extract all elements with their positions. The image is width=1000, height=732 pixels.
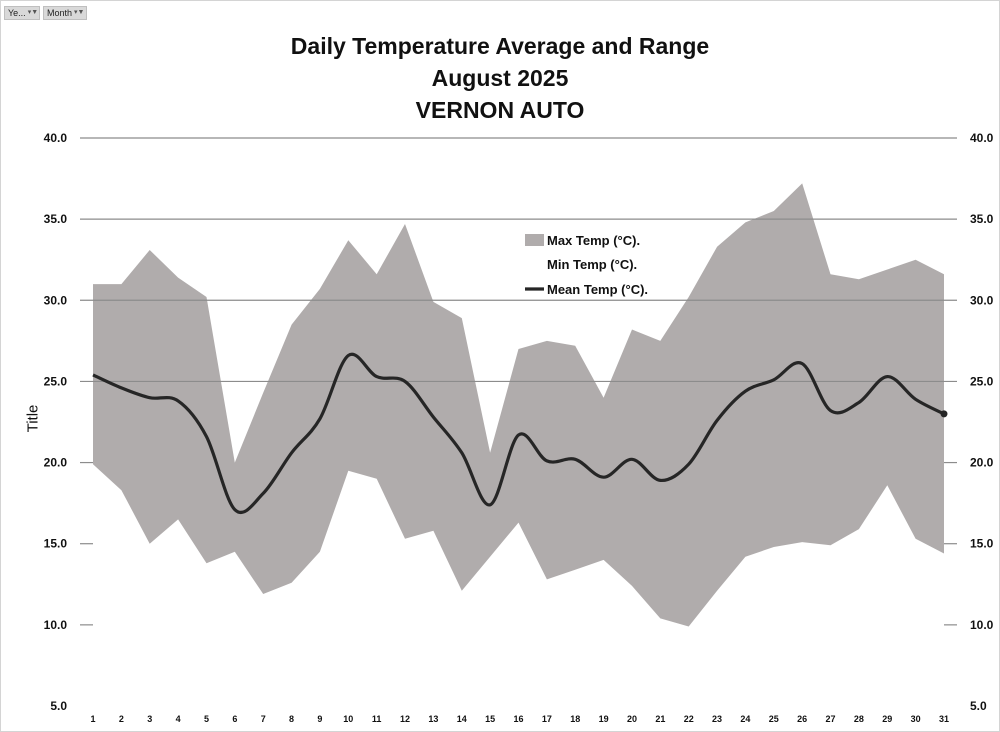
x-tick-label: 25 bbox=[769, 714, 779, 724]
x-tick-label: 8 bbox=[289, 714, 294, 724]
year-filter-button[interactable]: Ye... ▾▼ bbox=[4, 6, 40, 20]
x-tick-label: 29 bbox=[882, 714, 892, 724]
mean-temp-line bbox=[92, 352, 945, 515]
y-tick-label-right: 30.0 bbox=[970, 293, 994, 307]
x-tick-label: 6 bbox=[232, 714, 237, 724]
x-tick-label: 19 bbox=[599, 714, 609, 724]
legend-label-mean: Mean Temp (°C). bbox=[547, 282, 648, 297]
x-tick-label: 11 bbox=[372, 714, 382, 724]
x-tick-label: 9 bbox=[317, 714, 322, 724]
temperature-range-band bbox=[93, 183, 944, 627]
x-tick-label: 16 bbox=[513, 714, 523, 724]
x-tick-label: 2 bbox=[119, 714, 124, 724]
chart-title-line-2: August 2025 bbox=[431, 65, 569, 91]
filter-dropdown-icon: ▾▼ bbox=[27, 9, 39, 16]
y-tick-label-left: 20.0 bbox=[44, 456, 68, 470]
x-tick-label: 24 bbox=[740, 714, 750, 724]
x-tick-label: 31 bbox=[939, 714, 949, 724]
y-tick-label-right: 10.0 bbox=[970, 618, 994, 632]
x-tick-label: 14 bbox=[457, 714, 467, 724]
x-tick-label: 13 bbox=[428, 714, 438, 724]
y-tick-label-right: 40.0 bbox=[970, 131, 994, 145]
x-tick-label: 21 bbox=[655, 714, 665, 724]
y-tick-label-left: 35.0 bbox=[44, 212, 68, 226]
month-filter-label: Month bbox=[47, 8, 73, 18]
x-tick-label: 4 bbox=[176, 714, 181, 724]
mean-temp-end-point bbox=[940, 410, 948, 418]
x-tick-label: 15 bbox=[485, 714, 495, 724]
x-tick-label: 17 bbox=[542, 714, 552, 724]
x-tick-label: 27 bbox=[826, 714, 836, 724]
x-tick-label: 3 bbox=[147, 714, 152, 724]
x-tick-label: 12 bbox=[400, 714, 410, 724]
x-tick-label: 22 bbox=[684, 714, 694, 724]
year-filter-label: Ye... bbox=[8, 8, 26, 18]
chart-title-line-1: Daily Temperature Average and Range bbox=[290, 33, 710, 59]
x-tick-label: 7 bbox=[261, 714, 266, 724]
y-tick-label-right: 35.0 bbox=[970, 212, 994, 226]
x-tick-label: 26 bbox=[797, 714, 807, 724]
y-tick-label-left: 25.0 bbox=[44, 374, 68, 388]
x-tick-label: 20 bbox=[627, 714, 637, 724]
y-tick-label-left: 15.0 bbox=[44, 537, 68, 551]
legend-swatch-max bbox=[525, 234, 544, 246]
y-tick-label-left: 40.0 bbox=[44, 131, 68, 145]
x-tick-label: 5 bbox=[204, 714, 209, 724]
x-tick-label: 18 bbox=[570, 714, 580, 724]
x-tick-label: 28 bbox=[854, 714, 864, 724]
legend-label-min: Min Temp (°C). bbox=[547, 257, 637, 272]
y-tick-label-right: 5.0 bbox=[970, 699, 987, 713]
y-tick-label-left: 30.0 bbox=[44, 293, 68, 307]
y-tick-label-left: 10.0 bbox=[44, 618, 68, 632]
y-tick-label-right: 25.0 bbox=[970, 374, 994, 388]
x-tick-label: 30 bbox=[911, 714, 921, 724]
legend-label-max: Max Temp (°C). bbox=[547, 233, 640, 248]
x-tick-label: 1 bbox=[90, 714, 95, 724]
chart-title-line-3: VERNON AUTO bbox=[415, 97, 585, 123]
month-filter-button[interactable]: Month ▾▼ bbox=[43, 6, 87, 20]
x-tick-label: 10 bbox=[343, 714, 353, 724]
chart-title: Daily Temperature Average and Range Augu… bbox=[0, 30, 1000, 126]
y-tick-label-right: 15.0 bbox=[970, 537, 994, 551]
filter-dropdown-icon: ▾▼ bbox=[74, 9, 85, 16]
y-tick-label-right: 20.0 bbox=[970, 456, 994, 470]
y-tick-label-left: 5.0 bbox=[50, 699, 67, 713]
x-tick-label: 23 bbox=[712, 714, 722, 724]
